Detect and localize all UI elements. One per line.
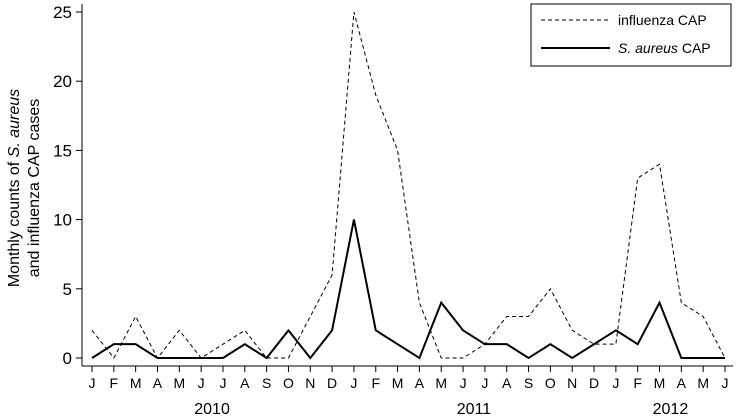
series-lines — [91, 11, 726, 360]
legend-label-influenza: influenza CAP — [618, 12, 707, 28]
x-tick-label: D — [589, 375, 599, 391]
y-ticks: 0 5 10 15 20 25 — [53, 3, 82, 368]
y-tick-label: 15 — [53, 141, 72, 160]
x-tick-label: J — [612, 375, 619, 391]
x-tick-label: J — [460, 375, 467, 391]
y-tick-label: 0 — [63, 349, 72, 368]
x-tick-label: A — [677, 375, 687, 391]
legend-box — [530, 3, 732, 67]
x-tick-label: J — [89, 375, 96, 391]
x-tick-label: F — [633, 375, 642, 391]
y-tick-label: 20 — [53, 72, 72, 91]
x-tick-label: M — [654, 375, 666, 391]
x-tick-label: M — [697, 375, 709, 391]
year-label: 2011 — [457, 401, 492, 417]
x-tick-label: J — [219, 375, 226, 391]
x-tick-label: O — [545, 375, 556, 391]
legend-label-saureus: S. aureus CAP — [618, 40, 711, 56]
y-tick-label: 10 — [53, 211, 72, 230]
x-tick-label: M — [435, 375, 447, 391]
saureus-cap-line — [91, 219, 725, 360]
year-label: 2012 — [653, 401, 689, 417]
x-tick-label: M — [173, 375, 185, 391]
year-labels: 2010 2011 2012 — [194, 401, 688, 417]
x-tick-label: N — [567, 375, 577, 391]
x-tick-label: F — [110, 375, 119, 391]
y-tick-label: 5 — [63, 280, 72, 299]
x-tick-label: J — [722, 375, 729, 391]
x-tick-label: A — [415, 375, 425, 391]
x-tick-label: F — [371, 375, 380, 391]
x-tick-label: M — [130, 375, 142, 391]
x-tick-label: A — [240, 375, 250, 391]
x-tick-label: N — [305, 375, 315, 391]
legend: influenza CAP S. aureus CAP — [530, 3, 732, 67]
year-label: 2010 — [194, 401, 230, 417]
y-axis-label-line1: Monthly counts of S. aureus — [6, 89, 23, 287]
x-tick-label: M — [392, 375, 404, 391]
x-tick-label: J — [198, 375, 205, 391]
x-tick-label: S — [262, 375, 271, 391]
y-axis-label-line2: and influenza CAP cases — [26, 99, 43, 277]
y-tick-label: 25 — [53, 3, 72, 22]
x-tick-label: D — [327, 375, 337, 391]
x-tick-label: O — [283, 375, 294, 391]
axes — [81, 4, 733, 367]
x-tick-label: S — [524, 375, 533, 391]
x-tick-label: J — [350, 375, 357, 391]
x-tick-label: A — [502, 375, 512, 391]
x-tick-label: A — [153, 375, 163, 391]
x-tick-label: J — [481, 375, 488, 391]
